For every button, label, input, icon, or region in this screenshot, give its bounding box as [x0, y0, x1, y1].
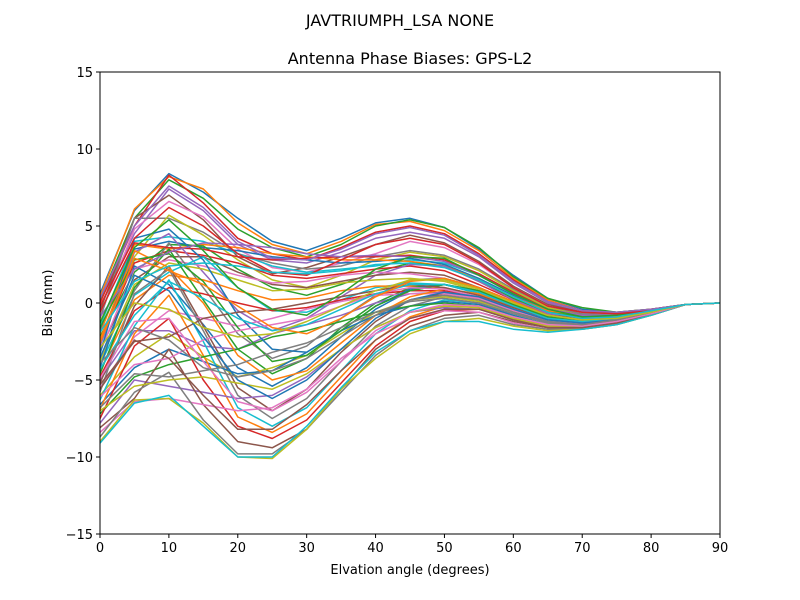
- series-line: [100, 279, 720, 349]
- x-tick-label: 60: [505, 541, 522, 556]
- x-tick-label: 30: [298, 541, 315, 556]
- series-line: [100, 302, 720, 431]
- x-tick-label: 70: [574, 541, 591, 556]
- y-tick-label: −5: [74, 374, 93, 389]
- series-line: [100, 294, 720, 378]
- y-tick-label: 10: [76, 143, 93, 158]
- series-line: [100, 302, 720, 458]
- x-tick-label: 50: [436, 541, 453, 556]
- y-tick-label: 15: [76, 66, 93, 81]
- figure-suptitle: JAVTRIUMPH_LSA NONE: [305, 11, 494, 31]
- series-line: [100, 302, 720, 412]
- series-line: [100, 185, 720, 313]
- series-line: [100, 206, 720, 315]
- x-tick-label: 40: [367, 541, 384, 556]
- x-tick-label: 90: [712, 541, 729, 556]
- x-tick-label: 0: [96, 541, 104, 556]
- x-axis-label: Elvation angle (degrees): [330, 563, 489, 578]
- y-tick-label: 0: [85, 297, 93, 312]
- x-tick-label: 80: [643, 541, 660, 556]
- plot-lines: [100, 172, 720, 460]
- y-axis-label: Bias (mm): [41, 270, 56, 337]
- y-tick-label: −15: [66, 528, 93, 543]
- x-axis-ticks: 0 10 20 30 40 50 60 70 80 90: [96, 534, 728, 556]
- y-tick-label: −10: [66, 451, 93, 466]
- y-axis-ticks: −15 −10 −5 0 5 10 15: [66, 66, 100, 543]
- series-line: [100, 219, 720, 324]
- x-tick-label: 20: [230, 541, 247, 556]
- x-tick-label: 10: [161, 541, 178, 556]
- y-tick-label: 5: [85, 220, 93, 235]
- series-line: [100, 262, 720, 333]
- chart-title: Antenna Phase Biases: GPS-L2: [288, 49, 533, 68]
